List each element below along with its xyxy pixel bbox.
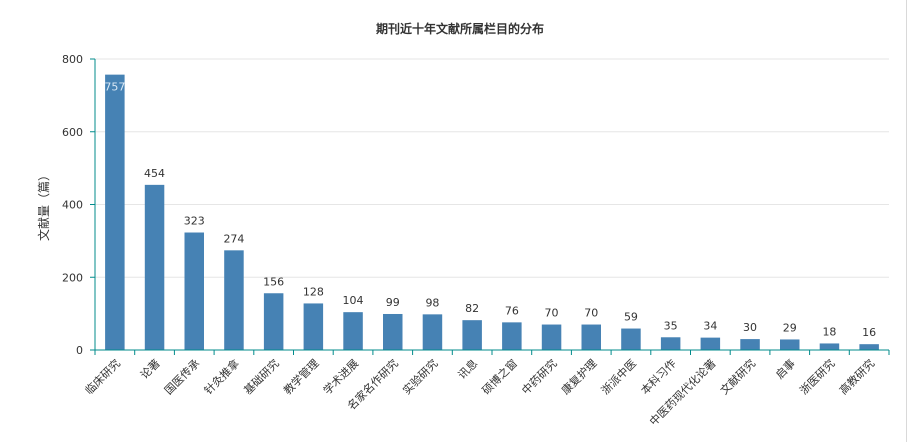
data-label: 30 [743, 321, 757, 334]
chart-title: 期刊近十年文献所属栏目的分布 [376, 21, 544, 36]
x-tick-label: 中医药现代化论著 [646, 356, 718, 428]
data-label: 18 [822, 325, 836, 338]
data-label: 274 [223, 232, 244, 245]
bar[interactable] [105, 74, 125, 351]
bar[interactable] [740, 339, 760, 350]
data-label: 454 [144, 167, 165, 180]
bar[interactable] [660, 337, 681, 350]
bar[interactable] [541, 324, 562, 350]
bar[interactable] [383, 313, 403, 350]
grid-lines [95, 58, 889, 278]
bar[interactable] [780, 339, 800, 350]
bar[interactable] [859, 344, 879, 350]
data-label: 29 [783, 321, 797, 334]
data-label: 323 [184, 215, 205, 228]
bar[interactable] [144, 184, 165, 350]
bar[interactable] [700, 337, 721, 350]
x-tick-label: 学术进展 [320, 356, 361, 397]
data-label: 35 [664, 319, 678, 332]
bar[interactable] [343, 312, 363, 350]
y-tick-label: 400 [62, 199, 83, 212]
x-tick-label: 基础研究 [241, 356, 282, 397]
x-tick-label: 国医传承 [162, 357, 202, 397]
data-label: 82 [465, 302, 479, 315]
data-label: 70 [545, 307, 559, 320]
bar[interactable] [184, 232, 205, 350]
bar[interactable] [303, 303, 324, 350]
x-tick-label: 论著 [137, 356, 162, 381]
y-tick-label: 0 [76, 344, 83, 357]
x-tick-label: 中药研究 [519, 356, 560, 397]
data-label: 128 [303, 285, 324, 298]
x-tick-label: 浙派中医 [599, 357, 639, 397]
data-label: 99 [386, 296, 400, 309]
y-tick-label: 800 [62, 53, 83, 66]
data-label: 16 [862, 326, 876, 339]
frame-divider [906, 0, 907, 442]
x-tick-label: 教学管理 [280, 356, 321, 397]
y-axis-title: 文献量（篇） [36, 169, 51, 241]
x-tick-label: 浙医研究 [797, 356, 838, 397]
data-label: 156 [263, 275, 284, 288]
data-label: 98 [425, 296, 439, 309]
bar[interactable] [263, 293, 284, 350]
data-label: 76 [505, 304, 519, 317]
data-label: 70 [584, 307, 598, 320]
x-tick-label: 高教研究 [836, 356, 877, 397]
bar[interactable] [581, 324, 602, 350]
y-tick-label: 200 [62, 271, 83, 284]
bars [105, 74, 879, 351]
data-label: 59 [624, 311, 638, 324]
data-label: 34 [703, 320, 717, 333]
x-tick-label: 启事 [773, 357, 798, 382]
x-tick-label: 康复护理 [558, 356, 599, 397]
bar[interactable] [422, 314, 443, 350]
x-tick-label: 针灸推拿 [201, 356, 242, 397]
bar[interactable] [502, 322, 522, 350]
bar[interactable] [621, 328, 641, 350]
x-tick-label: 文献研究 [717, 356, 758, 397]
data-label: 104 [343, 294, 364, 307]
bar[interactable] [462, 320, 482, 350]
x-tick-label: 临床研究 [82, 356, 123, 397]
x-tick-label: 实验研究 [400, 356, 441, 397]
data-labels: 757 454 323 274 156 128 104 99 98 82 76 70 70 59 35 34 3… [104, 81, 876, 340]
data-label: 757 [104, 81, 125, 94]
bar[interactable] [819, 343, 840, 350]
x-tick-label: 本科习作 [638, 356, 679, 397]
bar[interactable] [224, 250, 244, 350]
y-tick-label: 600 [62, 126, 83, 139]
x-tick-label: 讯息 [455, 356, 480, 381]
x-tick-label: 硕博之窗 [479, 356, 520, 397]
